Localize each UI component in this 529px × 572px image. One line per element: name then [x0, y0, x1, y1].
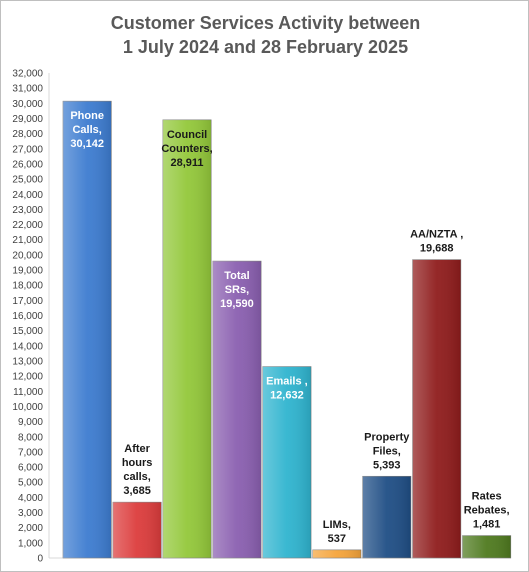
y-tick-label: 8,000 — [18, 432, 43, 443]
bar — [112, 501, 162, 559]
y-tick-label: 13,000 — [12, 356, 43, 367]
y-tick-label: 7,000 — [18, 447, 43, 458]
bar-shading — [312, 549, 361, 558]
y-tick-label: 24,000 — [12, 190, 43, 201]
y-tick-label: 6,000 — [18, 463, 43, 474]
bar-data-label: LIMs, 537 — [323, 519, 351, 545]
bar — [362, 475, 412, 559]
bar-shading — [462, 535, 511, 558]
chart-title-line-2: 1 July 2024 and 28 February 2025 — [122, 37, 409, 57]
y-tick-label: 11,000 — [13, 387, 43, 398]
y-tick-label: 28,000 — [12, 129, 43, 140]
y-tick-label: 2,000 — [18, 523, 43, 534]
y-tick-label: 26,000 — [12, 159, 43, 170]
bars-group — [62, 100, 512, 559]
bar-shading — [212, 261, 262, 558]
bar-shading — [362, 476, 411, 558]
y-tick-label: 1,000 — [18, 538, 43, 549]
y-tick-label: 10,000 — [12, 402, 43, 413]
y-tick-label: 29,000 — [12, 114, 43, 125]
bar — [212, 260, 262, 559]
y-tick-label: 30,000 — [12, 99, 43, 110]
bar-data-label: Phone Calls, 30,142 — [70, 110, 104, 150]
chart-title-line-1: Customer Services Activity between — [110, 13, 421, 33]
bar — [162, 119, 212, 559]
y-tick-label: 0 — [37, 554, 43, 565]
y-tick-label: 9,000 — [18, 417, 43, 428]
bar-shading — [412, 259, 461, 558]
y-tick-label: 27,000 — [12, 144, 43, 155]
y-tick-label: 23,000 — [12, 205, 43, 216]
y-tick-label: 31,000 — [12, 84, 43, 95]
bar-data-label: Emails , 12,632 — [266, 376, 308, 402]
y-tick-label: 19,000 — [12, 266, 43, 277]
bar — [312, 549, 362, 559]
y-tick-label: 20,000 — [12, 250, 43, 261]
bar — [62, 100, 112, 559]
bar-shading — [112, 502, 162, 558]
bar-data-label: Council Counters, 28,911 — [161, 129, 212, 169]
bar-data-label: Rates Rebates, 1,481 — [464, 491, 510, 531]
y-tick-label: 25,000 — [12, 175, 43, 186]
bar-labels-group: Phone Calls, 30,142 After hours calls, 3,685 Co… — [70, 110, 509, 545]
bar-data-label: After hours calls, 3,685 — [122, 443, 153, 497]
y-tick-label: 16,000 — [12, 311, 43, 322]
y-tick-label: 22,000 — [12, 220, 43, 231]
bar-data-label: AA/NZTA , 19,688 — [410, 229, 463, 255]
y-tick-label: 15,000 — [12, 326, 43, 337]
y-tick-label: 4,000 — [18, 493, 43, 504]
bar — [412, 259, 462, 559]
bar-data-label: Property Files, 5,393 — [364, 431, 410, 471]
y-tick-label: 21,000 — [12, 235, 43, 246]
y-tick-label: 3,000 — [18, 508, 43, 519]
bar-shading — [63, 101, 112, 558]
chart-title: Customer Services Activity between 1 Jul… — [1, 11, 529, 59]
bar-data-label: Total SRs, 19,590 — [220, 270, 254, 310]
bar — [262, 366, 312, 559]
bar-shading — [162, 119, 212, 558]
bar-shading — [262, 366, 312, 558]
y-tick-label: 32,000 — [12, 69, 43, 80]
y-tick-label: 17,000 — [12, 296, 43, 307]
y-tick-label: 12,000 — [12, 372, 43, 383]
y-tick-label: 14,000 — [12, 341, 43, 352]
bar — [462, 535, 512, 559]
y-tick-label: 5,000 — [18, 478, 43, 489]
y-tick-label: 18,000 — [12, 281, 43, 292]
